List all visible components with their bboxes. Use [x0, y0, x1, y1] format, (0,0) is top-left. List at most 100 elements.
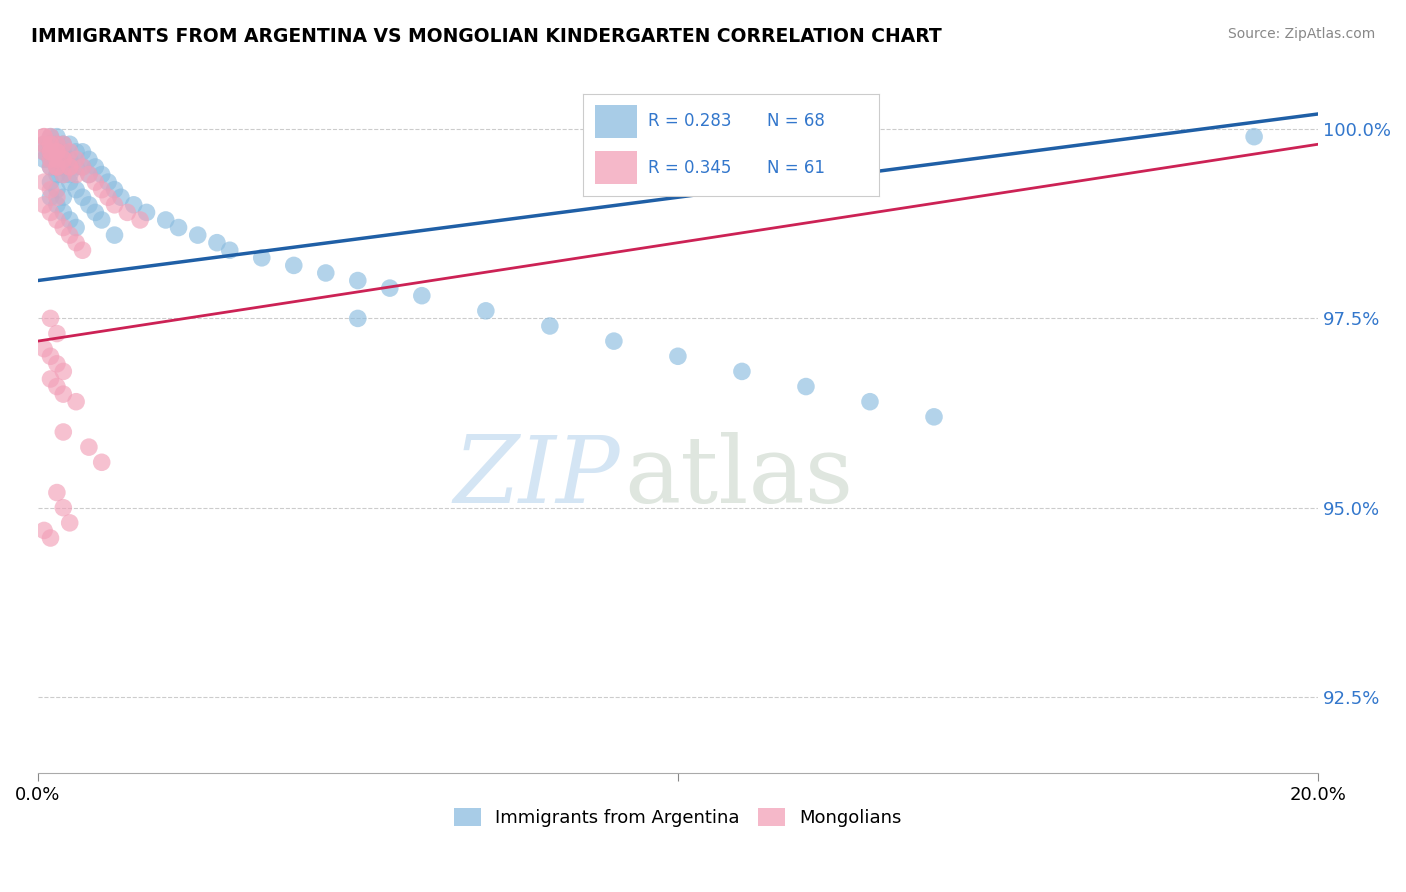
Point	[103, 198, 125, 212]
Point	[167, 220, 190, 235]
Point	[39, 145, 62, 159]
Point	[346, 274, 368, 288]
Point	[59, 228, 82, 243]
Point	[52, 137, 75, 152]
Point	[922, 409, 945, 424]
Point	[45, 357, 67, 371]
Point	[250, 251, 273, 265]
Point	[32, 153, 55, 167]
Point	[39, 153, 62, 167]
Point	[39, 160, 62, 174]
Point	[32, 524, 55, 538]
Point	[32, 129, 55, 144]
Point	[39, 175, 62, 189]
Text: R = 0.283: R = 0.283	[648, 112, 733, 130]
Point	[65, 168, 87, 182]
Text: N = 68: N = 68	[766, 112, 824, 130]
Point	[52, 168, 75, 182]
Point	[103, 183, 125, 197]
Point	[205, 235, 228, 250]
Point	[52, 220, 75, 235]
Point	[90, 213, 112, 227]
Point	[32, 198, 55, 212]
Point	[77, 153, 100, 167]
Point	[59, 516, 82, 530]
Point	[346, 311, 368, 326]
Point	[39, 183, 62, 197]
Point	[72, 145, 94, 159]
Point	[77, 168, 100, 182]
Point	[52, 160, 75, 174]
Text: N = 61: N = 61	[766, 159, 824, 177]
Point	[77, 198, 100, 212]
Point	[103, 228, 125, 243]
Point	[52, 168, 75, 182]
Point	[32, 342, 55, 356]
Point	[65, 235, 87, 250]
Point	[52, 364, 75, 378]
Point	[77, 440, 100, 454]
Point	[59, 145, 82, 159]
Point	[32, 145, 55, 159]
Point	[59, 160, 82, 174]
Point	[129, 213, 152, 227]
Point	[187, 228, 209, 243]
Point	[475, 303, 498, 318]
Point	[32, 137, 55, 152]
Point	[90, 183, 112, 197]
Point	[59, 168, 82, 182]
Bar	[595, 105, 637, 137]
Point	[110, 190, 132, 204]
Point	[72, 190, 94, 204]
Point	[45, 129, 67, 144]
Point	[45, 198, 67, 212]
Point	[45, 168, 67, 182]
Point	[117, 205, 139, 219]
Point	[59, 213, 82, 227]
Point	[32, 175, 55, 189]
Point	[39, 153, 62, 167]
Point	[84, 175, 107, 189]
Point	[45, 160, 67, 174]
Point	[39, 160, 62, 174]
Point	[1243, 129, 1265, 144]
Point	[90, 455, 112, 469]
Point	[45, 485, 67, 500]
Text: atlas: atlas	[624, 432, 853, 522]
Point	[45, 160, 67, 174]
Point	[39, 190, 62, 204]
Point	[52, 137, 75, 152]
Point	[72, 160, 94, 174]
Point	[52, 387, 75, 401]
Point	[45, 145, 67, 159]
Point	[538, 318, 561, 333]
Point	[666, 349, 689, 363]
Text: Source: ZipAtlas.com: Source: ZipAtlas.com	[1227, 27, 1375, 41]
Point	[65, 160, 87, 174]
Point	[32, 129, 55, 144]
Bar	[595, 151, 637, 184]
Point	[39, 349, 62, 363]
Text: IMMIGRANTS FROM ARGENTINA VS MONGOLIAN KINDERGARTEN CORRELATION CHART: IMMIGRANTS FROM ARGENTINA VS MONGOLIAN K…	[31, 27, 942, 45]
Point	[218, 244, 240, 258]
Point	[39, 311, 62, 326]
Point	[84, 205, 107, 219]
Point	[378, 281, 401, 295]
Point	[84, 160, 107, 174]
Point	[65, 145, 87, 159]
Point	[59, 160, 82, 174]
Point	[97, 190, 120, 204]
Point	[65, 220, 87, 235]
Point	[52, 145, 75, 159]
Point	[39, 205, 62, 219]
Point	[45, 190, 67, 204]
Point	[39, 145, 62, 159]
Point	[731, 364, 754, 378]
Point	[77, 168, 100, 182]
Point	[52, 190, 75, 204]
Point	[45, 326, 67, 341]
Point	[65, 183, 87, 197]
Point	[283, 259, 305, 273]
Point	[65, 394, 87, 409]
Point	[32, 137, 55, 152]
